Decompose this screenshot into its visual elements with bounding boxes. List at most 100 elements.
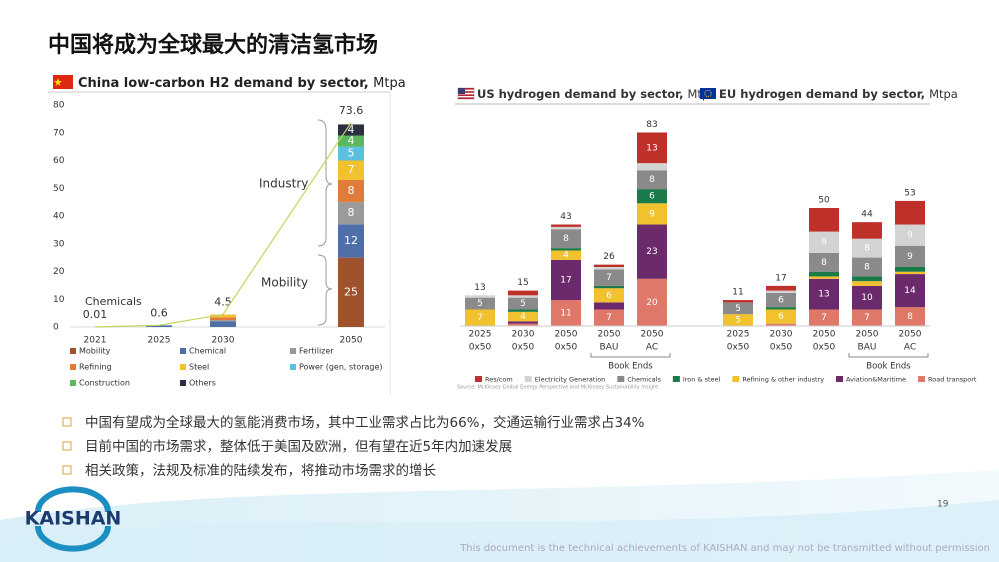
bar-segment (852, 238, 882, 258)
panel-unit: Mtpa (929, 87, 958, 101)
y-tick-label: 80 (53, 101, 65, 111)
x-tick-label: 2025 (727, 330, 750, 340)
total-label: 11 (732, 288, 743, 298)
data-label: 25 (344, 285, 358, 298)
bar-segment (895, 200, 925, 225)
bar-segment (766, 290, 796, 293)
bar-segment (723, 314, 753, 326)
total-label: 83 (646, 120, 657, 130)
bar-segment (338, 202, 364, 225)
bullet-marker (62, 441, 72, 451)
x-tick-sublabel: 0x50 (555, 343, 578, 353)
bar-segment (146, 325, 172, 327)
bar-segment (852, 257, 882, 277)
x-tick-label: 2025 (469, 330, 492, 340)
bar-segment (594, 309, 624, 326)
bar-segment (338, 160, 364, 180)
legend-label: Refining & other industry (742, 376, 824, 384)
bracket-label: Book Ends (608, 362, 653, 372)
x-tick-sublabel: AC (904, 343, 916, 353)
data-label: 8 (907, 312, 913, 322)
bar-segment (852, 309, 882, 326)
x-tick-label: 2030 (512, 330, 535, 340)
data-label: 8 (348, 206, 355, 219)
x-tick-sublabel: BAU (600, 343, 619, 353)
legend-swatch (524, 376, 532, 382)
y-tick-label: 30 (53, 239, 65, 249)
legend-swatch (70, 348, 76, 354)
total-label: 44 (861, 210, 873, 220)
x-tick-sublabel: 0x50 (512, 343, 535, 353)
bar-segment (338, 224, 364, 258)
logo-arc (35, 525, 111, 552)
x-tick-label: 2030 (212, 336, 235, 346)
bar-segment (465, 309, 495, 326)
panel-title: US hydrogen demand by sector, Mtpa (477, 87, 716, 101)
data-label: 8 (864, 263, 870, 273)
legend-label: Road transport (928, 376, 977, 384)
data-label: 17 (560, 275, 571, 285)
data-label: 4 (563, 251, 569, 261)
total-label: 0.01 (83, 308, 108, 321)
data-label: 7 (864, 313, 870, 323)
total-label: 53 (904, 188, 915, 198)
bar-segment (766, 292, 796, 308)
bar-segment (551, 259, 581, 301)
data-label: 8 (864, 244, 870, 254)
data-label: 4 (348, 123, 355, 136)
bar-segment (210, 321, 236, 327)
bar-segment (594, 285, 624, 289)
y-tick-label: 20 (53, 267, 65, 277)
bar-segment (852, 276, 882, 282)
logo: KAISHAN (25, 508, 122, 530)
bar-segment (895, 274, 925, 308)
bar-segment (551, 300, 581, 326)
panel-title-text: US hydrogen demand by sector, (477, 87, 683, 101)
data-label: 8 (649, 175, 655, 185)
x-tick-sublabel: AC (646, 343, 658, 353)
x-tick-label: 2050 (340, 336, 363, 346)
data-label: 6 (649, 192, 655, 202)
bracket-label: Book Ends (866, 362, 911, 372)
bar-segment (809, 208, 839, 232)
bar-segment (210, 314, 236, 318)
bullet-marker (62, 465, 72, 475)
bar-segment (809, 252, 839, 272)
bar-segment (809, 278, 839, 310)
bar-segment (508, 295, 538, 298)
data-label: 5 (735, 316, 741, 326)
total-label: 17 (775, 273, 786, 283)
x-tick-label: 2050 (555, 330, 578, 340)
flag-stripe (458, 91, 474, 93)
bar-segment (637, 170, 667, 190)
data-label: 13 (646, 143, 657, 153)
bar-segment (594, 264, 624, 267)
bar-segment (852, 285, 882, 310)
total-label: 0.6 (150, 306, 168, 319)
data-label: 5 (735, 304, 741, 314)
bar-segment (338, 257, 364, 327)
annotation: Chemicals (85, 295, 142, 308)
legend-label: Fertilizer (299, 347, 334, 356)
data-label: 6 (778, 312, 784, 322)
bar-segment (210, 317, 236, 321)
bar-segment (551, 224, 581, 227)
bar-segment (508, 309, 538, 312)
bar-segment (723, 302, 753, 315)
y-tick-label: 50 (53, 184, 65, 194)
legend-swatch (290, 364, 296, 370)
data-label: 23 (646, 247, 657, 257)
bullet: 目前中国的市场需求，整体低于美国及欧洲，但有望在近5年内加速发展 (85, 438, 512, 455)
x-tick-label: 2050 (856, 330, 879, 340)
x-tick-sublabel: 0x50 (727, 343, 750, 353)
bar-segment (637, 203, 667, 225)
brace (317, 119, 333, 247)
chart-unit: Mtpa (373, 76, 406, 91)
data-label: 4 (520, 312, 526, 322)
wave (0, 500, 999, 562)
bullet-marker (62, 417, 72, 427)
data-label: 7 (821, 313, 827, 323)
data-label: 11 (560, 309, 571, 319)
legend-swatch (836, 376, 844, 382)
bar-segment (508, 323, 538, 326)
